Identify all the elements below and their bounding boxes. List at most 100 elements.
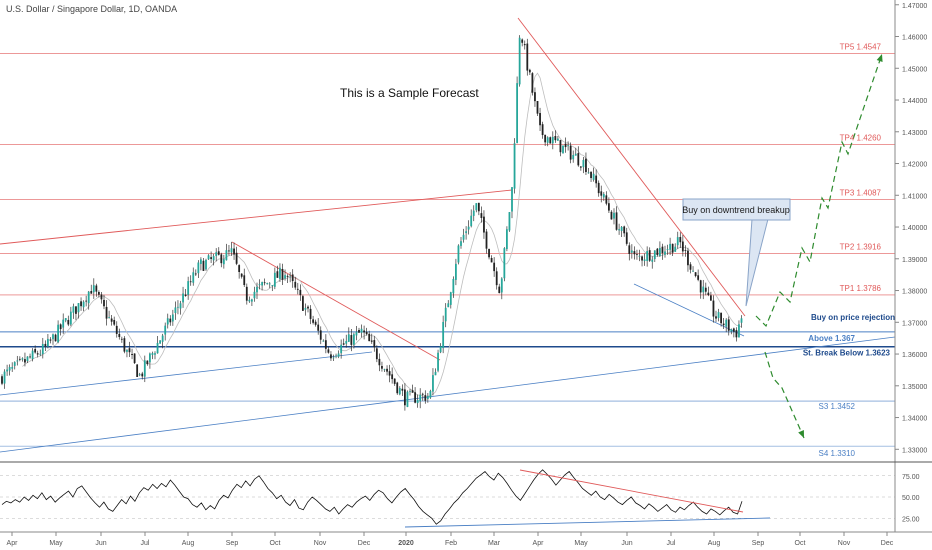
callout-text: Buy on downtrend breakup — [682, 205, 790, 215]
candle-body — [26, 356, 29, 362]
candle-body — [388, 371, 391, 376]
candle-body — [212, 256, 215, 261]
candle-body — [120, 338, 123, 340]
candle-body — [13, 362, 16, 366]
resistance-trendline-2 — [517, 17, 746, 317]
candle-body — [77, 303, 80, 313]
candle-body — [495, 271, 498, 286]
candle-body — [544, 134, 547, 143]
candle-body — [291, 274, 294, 282]
candle-body — [1, 376, 3, 384]
candle-body — [335, 355, 337, 357]
candle-body — [299, 289, 302, 296]
candle-body — [123, 338, 126, 352]
resistance-trendline-1 — [231, 241, 441, 361]
candle-body — [286, 275, 289, 277]
candle-body — [44, 343, 47, 347]
candle-body — [687, 250, 689, 266]
candle-body — [681, 241, 684, 252]
candle-body — [462, 234, 465, 240]
candle-body — [480, 213, 483, 218]
candle-body — [307, 306, 309, 309]
candle-body — [740, 318, 743, 323]
candle-body — [541, 124, 544, 136]
candle-body — [562, 145, 564, 154]
candle-body — [52, 334, 54, 340]
candle-body — [69, 311, 72, 325]
candle-body — [67, 319, 70, 325]
candle-body — [508, 212, 511, 231]
candle-body — [605, 195, 608, 204]
candle-body — [439, 346, 442, 353]
candle-body — [177, 306, 179, 308]
candle-body — [136, 364, 139, 377]
time-tick-label: Sep — [226, 540, 239, 547]
candle-body — [393, 378, 396, 384]
candle-body — [327, 349, 330, 353]
candle-body — [732, 328, 735, 332]
time-tick-label: Oct — [270, 540, 281, 547]
candle-body — [281, 268, 284, 280]
candle-body — [215, 252, 218, 256]
candle-body — [8, 367, 11, 371]
oscillator-tick-label: 50.00 — [902, 495, 920, 502]
candle-body — [317, 324, 320, 331]
arrow-path — [755, 53, 883, 328]
time-tick-label: Nov — [838, 540, 851, 547]
candle-body — [704, 287, 707, 292]
candle-body — [416, 399, 419, 404]
time-tick-label: Jun — [621, 540, 632, 547]
candle-body — [373, 340, 376, 348]
candle-body — [715, 316, 717, 319]
candle-body — [251, 299, 253, 302]
candle-body — [386, 368, 388, 372]
candle-body — [684, 250, 687, 251]
candle-body — [467, 226, 470, 230]
candle-body — [449, 292, 452, 305]
candle-body — [322, 340, 325, 342]
candle-body — [595, 175, 598, 184]
candle-body — [115, 325, 118, 334]
candle-body — [90, 290, 93, 294]
candle-body — [653, 250, 656, 260]
candle-body — [340, 344, 343, 354]
candle-body — [483, 216, 485, 233]
candle-body — [314, 321, 317, 325]
candle-body — [263, 282, 266, 284]
candle-body — [523, 44, 526, 46]
candle-body — [559, 140, 562, 153]
candle-body — [100, 294, 103, 300]
candle-body — [608, 203, 610, 211]
candle-body — [108, 317, 110, 318]
candle-body — [164, 325, 167, 335]
candle-body — [103, 299, 105, 307]
candle-body — [11, 367, 14, 369]
candle-body — [271, 285, 274, 286]
candle-body — [273, 272, 276, 287]
candle-body — [85, 300, 88, 302]
candle-body — [95, 285, 98, 292]
candle-body — [184, 294, 187, 296]
candle-body — [531, 73, 534, 93]
level-label: TP2 1.3916 — [840, 243, 882, 252]
candle-body — [679, 236, 682, 243]
candle-body — [49, 339, 52, 341]
price-tick-label: 1.46000 — [902, 35, 927, 42]
candle-body — [261, 282, 263, 286]
candle-body — [429, 390, 432, 398]
level-label: TP4 1.4260 — [840, 133, 882, 142]
candle-body — [697, 275, 700, 280]
candle-body — [381, 366, 383, 369]
candle-body — [592, 173, 595, 180]
candle-body — [72, 306, 75, 313]
candle-body — [350, 335, 353, 345]
candle-body — [187, 281, 190, 295]
time-tick-label: Aug — [182, 540, 195, 547]
candle-body — [676, 237, 679, 246]
oscillator-resistance-line — [519, 469, 744, 513]
candle-body — [472, 210, 475, 216]
candle-body — [6, 369, 8, 372]
candle-body — [62, 319, 65, 328]
candle-body — [154, 353, 156, 355]
